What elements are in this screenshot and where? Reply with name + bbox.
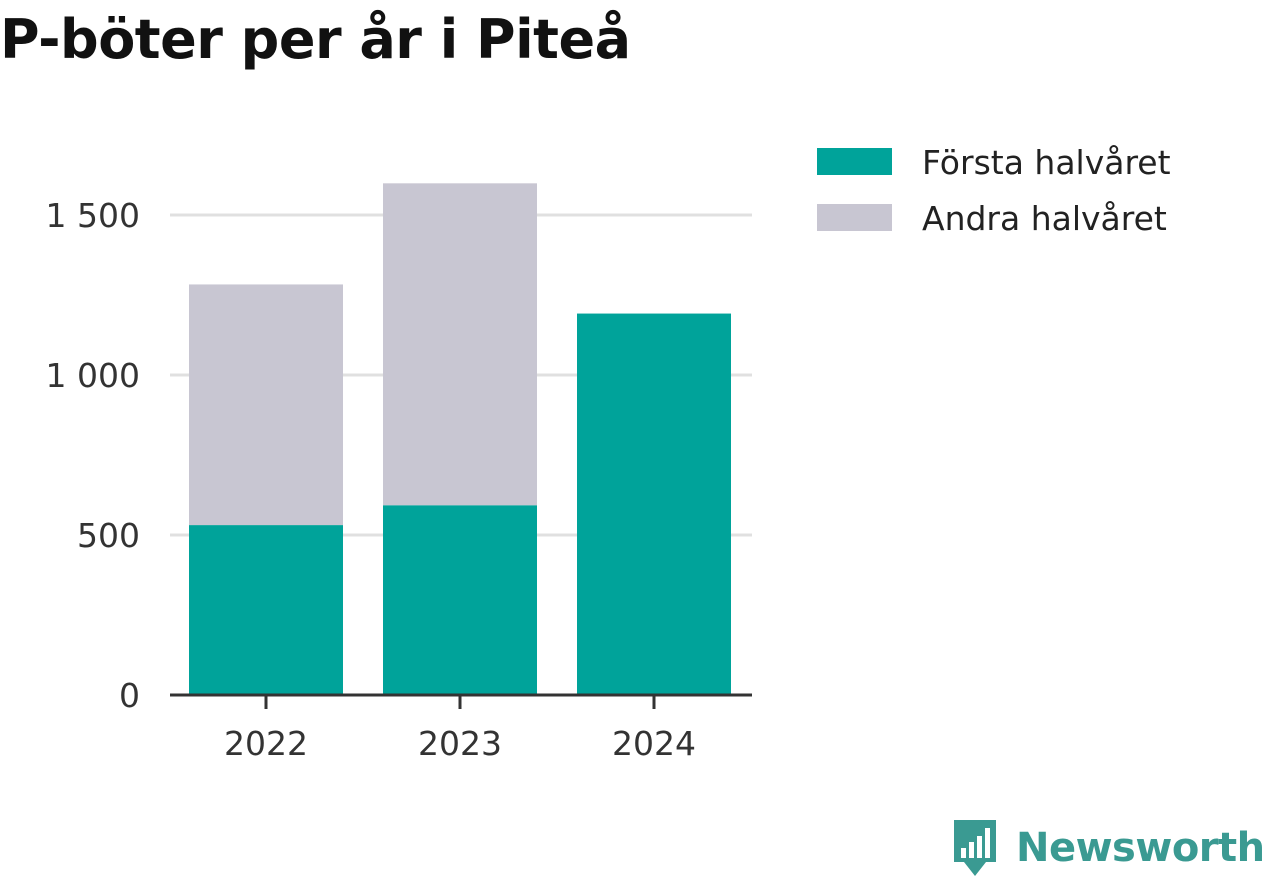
legend-swatch [817, 148, 892, 175]
x-tick-label: 2024 [612, 724, 696, 763]
axes: 0 500 1 000 1 500 2022 2023 2024 [46, 196, 752, 763]
bars [189, 183, 731, 695]
y-tick-label: 1 000 [46, 356, 140, 395]
y-tick-label: 500 [77, 516, 140, 555]
x-tick-label: 2022 [224, 724, 308, 763]
y-tick-label: 0 [119, 676, 140, 715]
legend-swatch [817, 204, 892, 231]
legend-label: Andra halvåret [922, 199, 1167, 238]
brand-logo: Newsworthy [950, 818, 1262, 878]
y-tick-label: 1 500 [46, 196, 140, 235]
x-tick-label: 2023 [418, 724, 502, 763]
bar-2023-series-1 [383, 183, 537, 506]
bar-2024-series-0 [577, 313, 731, 695]
legend: Första halvåret Andra halvåret [817, 143, 1171, 238]
bar-2022-series-0 [189, 525, 343, 695]
bar-2022-series-1 [189, 284, 343, 526]
bar-2023-series-0 [383, 505, 537, 695]
newsworthy-logo-icon [954, 820, 996, 876]
chart-title: P-böter per år i Piteå [0, 8, 631, 71]
brand-name: Newsworthy [1016, 825, 1262, 871]
legend-label: Första halvåret [922, 143, 1171, 182]
